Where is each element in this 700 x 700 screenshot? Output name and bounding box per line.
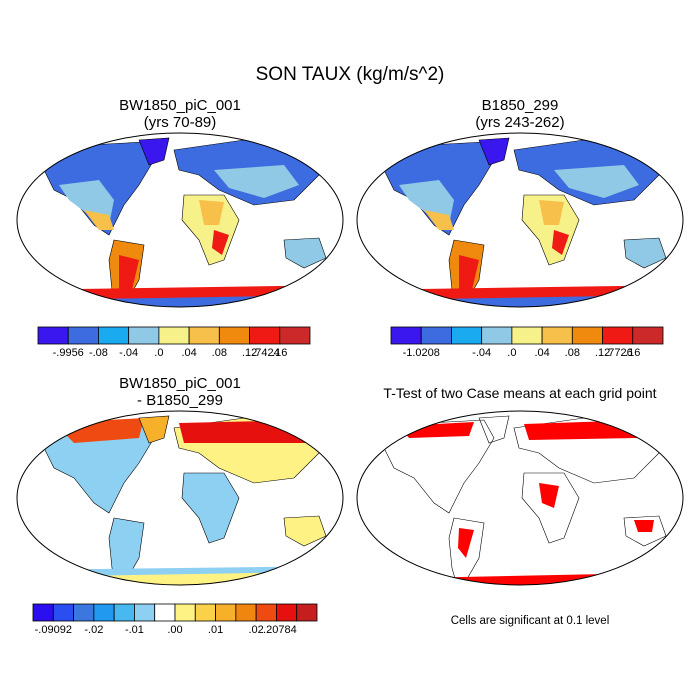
- colorbar-1-label: .04: [181, 347, 196, 359]
- colorbar-2-label: .16: [625, 347, 640, 359]
- colorbar-1-swatch: [188, 326, 220, 345]
- colorbar-2-swatch: [451, 326, 483, 345]
- colorbar-3-swatch: [93, 603, 115, 622]
- colorbar-1-swatch: [158, 326, 190, 345]
- colorbar-1-label: .12: [242, 347, 257, 359]
- significant-cells: [399, 420, 654, 585]
- colorbar-2-swatch: [571, 326, 603, 345]
- colorbar-2-swatch: [602, 326, 634, 345]
- colorbar-1-swatch: [249, 326, 281, 345]
- colorbar-2-swatch: [390, 326, 422, 345]
- colorbar-3-swatch: [32, 603, 54, 622]
- colorbar-1-swatch: [279, 326, 311, 345]
- colorbar-3-swatch: [215, 603, 237, 622]
- map-panel-1: [16, 132, 344, 308]
- colorbar-3-swatch: [255, 603, 277, 622]
- colorbar-2: -1.0208 -.04 .0 .04 .08 .12 .16.7726: [390, 326, 664, 359]
- map-panel-4: [356, 410, 684, 586]
- colorbar-3-swatch: [73, 603, 95, 622]
- colorbar-3-label: .20784: [263, 624, 297, 636]
- colorbar-1-swatch: [128, 326, 160, 345]
- colorbar-2-label: -.04: [472, 347, 491, 359]
- colorbar-3: -.09092 -.02 -.01 .00 .01 .02.20784: [32, 603, 318, 636]
- colorbar-2-swatch: [511, 326, 543, 345]
- panel-1-title-line1: BW1850_piC_001: [119, 97, 241, 114]
- colorbar-1-label: .08: [212, 347, 227, 359]
- panel-3-title: BW1850_piC_001 - B1850_299: [30, 375, 330, 409]
- colorbar-3-swatch: [194, 603, 216, 622]
- colorbar-1-swatch: [98, 326, 130, 345]
- colorbar-1-label: .16: [272, 347, 287, 359]
- australia: [283, 237, 327, 269]
- greenland: [138, 137, 170, 166]
- panel-2-title-line2: (yrs 243-262): [475, 114, 565, 131]
- significance-note: Cells are significant at 0.1 level: [450, 615, 610, 627]
- colorbar-3-label: .00: [167, 624, 182, 636]
- colorbar-2-swatch: [420, 326, 452, 345]
- colorbar-3-label: .02: [248, 624, 263, 636]
- colorbar-1-swatch: [37, 326, 69, 345]
- colorbar-3-swatch: [154, 603, 176, 622]
- panel-4-title: T-Test of two Case means at each grid po…: [383, 385, 657, 401]
- colorbar-2-label: -1.0208: [403, 347, 440, 359]
- panel-1-title-line2: (yrs 70-89): [143, 114, 217, 131]
- panel-2-title-line1: B1850_299: [481, 97, 559, 114]
- colorbar-2-swatch: [632, 326, 664, 345]
- colorbar-2-label: .0: [507, 347, 516, 359]
- colorbar-1-swatch: [218, 326, 250, 345]
- colorbar-3-label: -.02: [84, 624, 103, 636]
- colorbar-3-swatch: [276, 603, 298, 622]
- map-panel-2: [356, 132, 684, 308]
- africa: [181, 194, 240, 266]
- colorbar-3-swatch: [52, 603, 74, 622]
- colorbar-2-label: .7726: [605, 347, 633, 359]
- colorbar-3-label: -.09092: [35, 624, 72, 636]
- colorbar-3-swatch: [296, 603, 318, 622]
- colorbar-3-swatch: [235, 603, 257, 622]
- colorbar-1-label: -.08: [89, 347, 108, 359]
- colorbar-2-label: .12: [595, 347, 610, 359]
- colorbar-3-label: .01: [208, 624, 223, 636]
- colorbar-1-swatch: [67, 326, 99, 345]
- colorbar-3-swatch: [134, 603, 156, 622]
- panel-1-title: BW1850_piC_001 (yrs 70-89): [30, 97, 330, 131]
- colorbar-2-label: .08: [565, 347, 580, 359]
- colorbar-1-label: -.9956: [53, 347, 84, 359]
- colorbar-1-label: -.04: [119, 347, 138, 359]
- colorbar-3-swatch: [113, 603, 135, 622]
- colorbar-2-label: .04: [534, 347, 549, 359]
- colorbar-1-label: .0: [154, 347, 163, 359]
- colorbar-3-swatch: [174, 603, 196, 622]
- panel-3-title-line1: BW1850_piC_001: [119, 375, 241, 392]
- figure-title: SON TAUX (kg/m/s^2): [255, 64, 445, 85]
- panel-3-title-line2: - B1850_299: [137, 392, 223, 409]
- colorbar-1: -.9956 -.08 -.04 .0 .04 .08 .12 .16.7424: [37, 326, 311, 359]
- colorbar-2-swatch: [481, 326, 513, 345]
- colorbar-3-label: -.01: [125, 624, 144, 636]
- colorbar-1-label: .7424: [252, 347, 280, 359]
- panel-2-title: B1850_299 (yrs 243-262): [370, 97, 670, 131]
- map-panel-3: [16, 410, 344, 586]
- colorbar-2-swatch: [541, 326, 573, 345]
